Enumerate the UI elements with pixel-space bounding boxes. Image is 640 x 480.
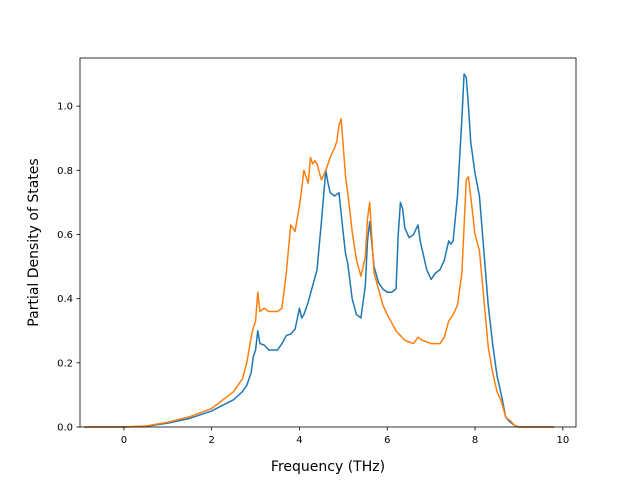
x-tick-label: 2 (208, 435, 214, 446)
y-tick-label: 1.0 (57, 102, 73, 113)
x-axis-ticks: 0 2 4 6 8 10 (121, 427, 569, 446)
axes-frame (79, 57, 577, 428)
y-tick-label: 0.6 (57, 230, 73, 241)
plot-lines (84, 73, 555, 428)
y-axis-label: Partial Density of States (26, 158, 42, 326)
x-tick-label: 6 (384, 435, 390, 446)
y-tick-label: 0.2 (57, 358, 73, 369)
y-axis-ticks: 0.0 0.2 0.4 0.6 0.8 1.0 (57, 102, 80, 434)
x-axis-label: Frequency (THz) (271, 459, 385, 475)
series-line-1 (84, 73, 555, 428)
y-tick-label: 0.4 (57, 294, 73, 305)
series-line-2 (84, 118, 555, 428)
y-tick-label: 0.8 (57, 166, 73, 177)
y-tick-label: 0.0 (57, 423, 73, 434)
x-tick-label: 10 (556, 435, 569, 446)
x-tick-label: 4 (296, 435, 302, 446)
x-tick-label: 0 (121, 435, 127, 446)
x-tick-label: 8 (472, 435, 478, 446)
